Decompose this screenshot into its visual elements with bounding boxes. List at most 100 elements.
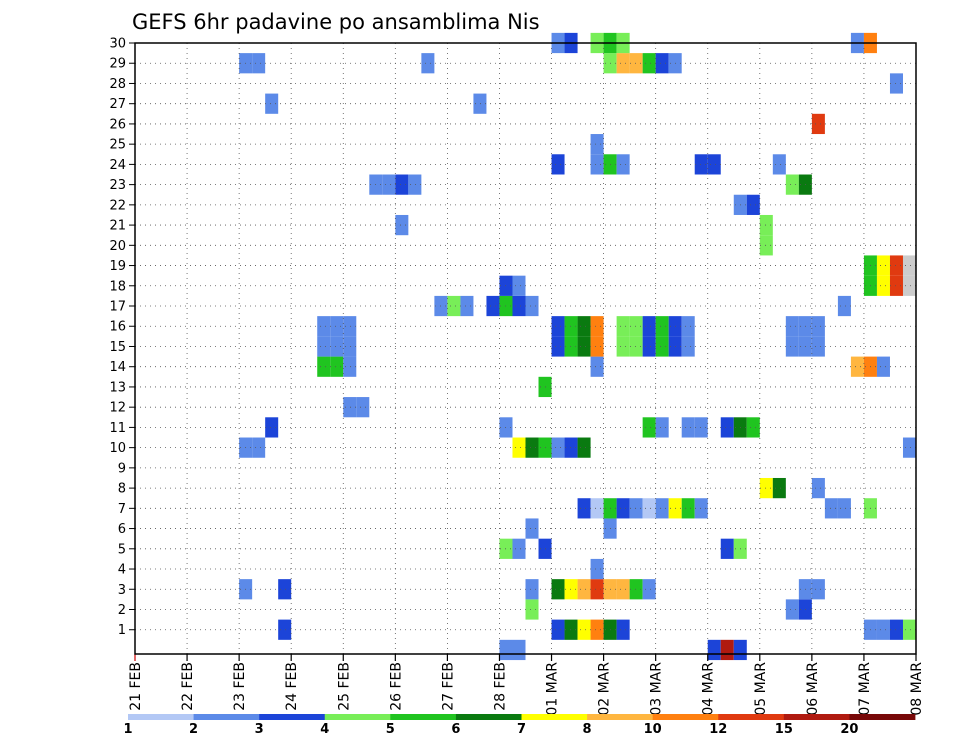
heatmap-cell	[590, 558, 604, 580]
y-tick-label: 14	[109, 360, 126, 375]
heatmap-cell	[317, 356, 331, 377]
x-tick-label: 23 FEB	[232, 662, 248, 711]
heatmap-cell	[447, 295, 461, 317]
heatmap-cell	[655, 417, 669, 438]
colorbar-label: 1	[123, 722, 132, 737]
y-tick-label: 7	[118, 502, 126, 517]
colorbar-label: 15	[775, 722, 793, 737]
heatmap-cell	[642, 498, 656, 519]
heatmap-cell	[525, 437, 539, 458]
heatmap-cell	[720, 417, 734, 438]
colorbar-swatch	[259, 714, 326, 720]
y-tick-label: 4	[118, 563, 126, 578]
y-tick-label: 24	[109, 158, 126, 173]
heatmap-cell	[330, 336, 344, 357]
x-tick-label: 27 FEB	[440, 662, 456, 711]
colorbar-swatch	[324, 714, 391, 720]
x-tick-label: 26 FEB	[388, 662, 404, 711]
colorbar-swatch	[718, 714, 785, 720]
y-tick-label: 20	[109, 239, 126, 254]
heatmap-cell	[772, 477, 786, 499]
heatmap-cell	[278, 619, 292, 640]
heatmap-cell	[577, 316, 591, 337]
heatmap-cell	[564, 336, 578, 357]
x-tick-label: 08 MAR	[909, 662, 925, 716]
plot-frame	[134, 42, 917, 655]
x-tick-label: 24 FEB	[284, 662, 300, 711]
heatmap-cell	[512, 295, 526, 317]
heatmap-cell	[837, 295, 851, 317]
x-tick-label: 01 MAR	[545, 662, 561, 716]
heatmap-cell	[590, 154, 604, 175]
heatmap-cell	[525, 295, 539, 317]
y-axis-ticks: 1234567891011121314151617181920212223242…	[109, 37, 135, 638]
heatmap-cell	[343, 336, 357, 357]
heatmap-cell	[655, 53, 669, 74]
heatmap-cell	[876, 356, 890, 377]
heatmap-cell	[590, 619, 604, 640]
heatmap-cell	[707, 154, 721, 175]
heatmap-cell	[590, 336, 604, 357]
y-tick-label: 1	[118, 623, 126, 638]
y-tick-label: 26	[109, 117, 126, 132]
heatmap-cell	[564, 579, 578, 600]
heatmap-cell	[590, 316, 604, 337]
heatmap-cell	[746, 417, 760, 438]
colorbar-swatch	[193, 714, 260, 720]
heatmap-cell	[694, 498, 708, 519]
x-tick-label: 06 MAR	[805, 662, 821, 716]
heatmap-cell	[811, 579, 825, 600]
heatmap-cell	[382, 174, 396, 195]
heatmap-cell	[616, 53, 630, 74]
heatmap-cell	[746, 194, 760, 215]
x-tick-label: 28 FEB	[492, 662, 508, 711]
heatmap-cell	[889, 73, 903, 94]
heatmap-cell	[655, 498, 669, 519]
heatmap-cell	[759, 477, 773, 499]
y-tick-label: 3	[118, 583, 126, 598]
y-tick-label: 13	[109, 380, 126, 395]
heatmap-cell	[889, 255, 903, 276]
heatmap-cell	[421, 53, 435, 74]
heatmap-cell	[252, 53, 266, 74]
heatmap-cell	[629, 498, 643, 519]
heatmap-cell	[512, 437, 526, 458]
y-tick-label: 23	[109, 178, 126, 193]
colorbar-swatch	[652, 714, 719, 720]
heatmap-cell	[902, 437, 916, 458]
y-tick-label: 18	[109, 279, 126, 294]
heatmap-cell	[512, 639, 526, 661]
heatmap-cell	[785, 599, 799, 620]
heatmap-cell	[616, 316, 630, 337]
heatmap-cell	[577, 619, 591, 640]
heatmap-cell	[681, 417, 695, 438]
colorbar-label: 6	[451, 722, 460, 737]
colorbar-label: 3	[255, 722, 264, 737]
heatmap-cell	[590, 579, 604, 600]
colorbar-label: 2	[189, 722, 198, 737]
heatmap-cell	[642, 316, 656, 337]
heatmap-cell	[317, 336, 331, 357]
y-tick-label: 5	[118, 542, 126, 557]
heatmap-cell	[876, 255, 890, 276]
heatmap-cell	[590, 134, 604, 155]
y-tick-label: 2	[118, 603, 126, 618]
heatmap-cell	[499, 639, 513, 661]
heatmap-cell	[525, 579, 539, 600]
heatmap-cell	[759, 214, 773, 236]
colorbar-swatch	[587, 714, 654, 720]
heatmap-cell	[837, 498, 851, 519]
colorbar-label: 7	[517, 722, 526, 737]
x-tick-label: 05 MAR	[753, 662, 769, 716]
heatmap-cell	[564, 619, 578, 640]
heatmap-cell	[616, 336, 630, 357]
heatmap-cell	[902, 275, 916, 296]
colorbar-label: 20	[840, 722, 858, 737]
heatmap-cell	[785, 316, 799, 337]
heatmap-cell	[785, 336, 799, 357]
x-axis-ticks: 21 FEB 22 FEB 23 FEB 24 FEB 25 FEB 26 FEB 27 F…	[128, 654, 925, 716]
chart-title: GEFS 6hr padavine po ansamblima Nis	[132, 10, 540, 34]
colorbar-swatch	[849, 714, 916, 720]
x-tick-label: 21 FEB	[128, 662, 144, 711]
